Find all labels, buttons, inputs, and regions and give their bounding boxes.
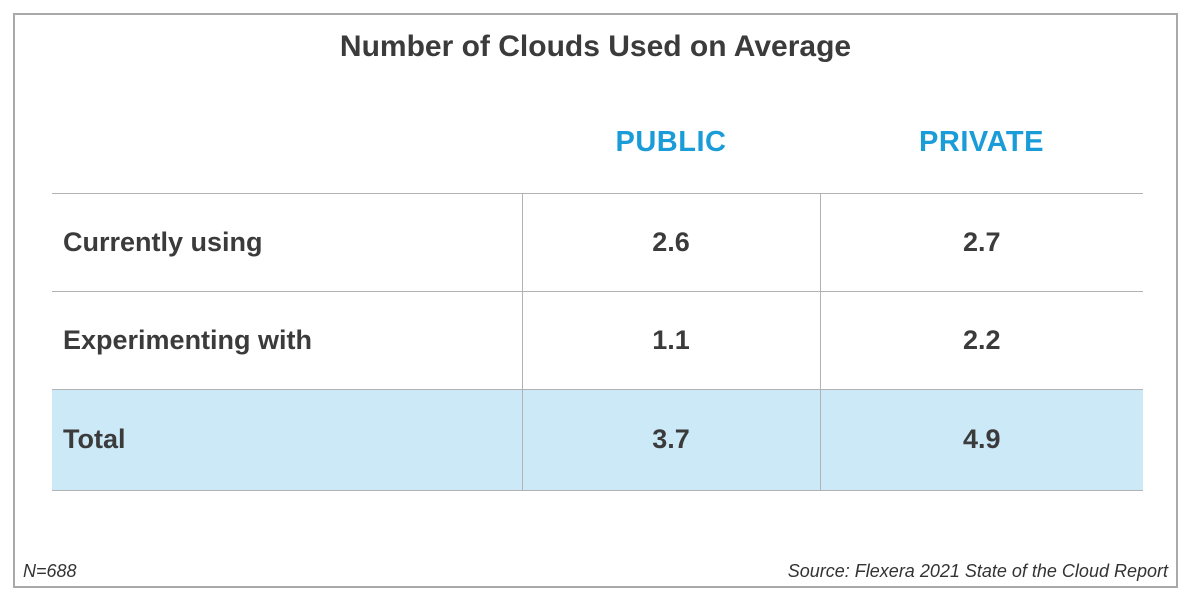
cell-total-private: 4.9 [819, 388, 1143, 491]
figure-footer: N=688 Source: Flexera 2021 State of the … [23, 561, 1168, 582]
table-row-currently-using: Currently using 2.6 2.7 [52, 192, 1143, 291]
sample-size-note: N=688 [23, 561, 77, 581]
cell-experimenting-public: 1.1 [521, 290, 820, 389]
clouds-used-table: PUBLIC PRIVATE Currently using 2.6 2.7 E… [52, 64, 1143, 491]
figure-frame: Number of Clouds Used on Average PUBLIC … [13, 13, 1178, 588]
figure-title: Number of Clouds Used on Average [339, 30, 852, 63]
table-row-total: Total 3.7 4.9 [52, 388, 1143, 491]
table-header-row: PUBLIC PRIVATE [52, 64, 1143, 193]
row-label-experimenting-with: Experimenting with [52, 290, 522, 389]
row-label-currently-using: Currently using [52, 192, 522, 291]
header-spacer-cell [52, 64, 522, 193]
table-row-experimenting-with: Experimenting with 1.1 2.2 [52, 290, 1143, 389]
column-header-private: PRIVATE [919, 126, 1044, 159]
column-header-public: PUBLIC [615, 126, 727, 159]
cell-currently-using-public: 2.6 [521, 192, 820, 291]
row-label-total: Total [52, 388, 522, 491]
source-note: Source: Flexera 2021 State of the Cloud … [787, 561, 1168, 581]
cell-currently-using-private: 2.7 [819, 192, 1143, 291]
cell-experimenting-private: 2.2 [819, 290, 1143, 389]
cell-total-public: 3.7 [521, 388, 820, 491]
